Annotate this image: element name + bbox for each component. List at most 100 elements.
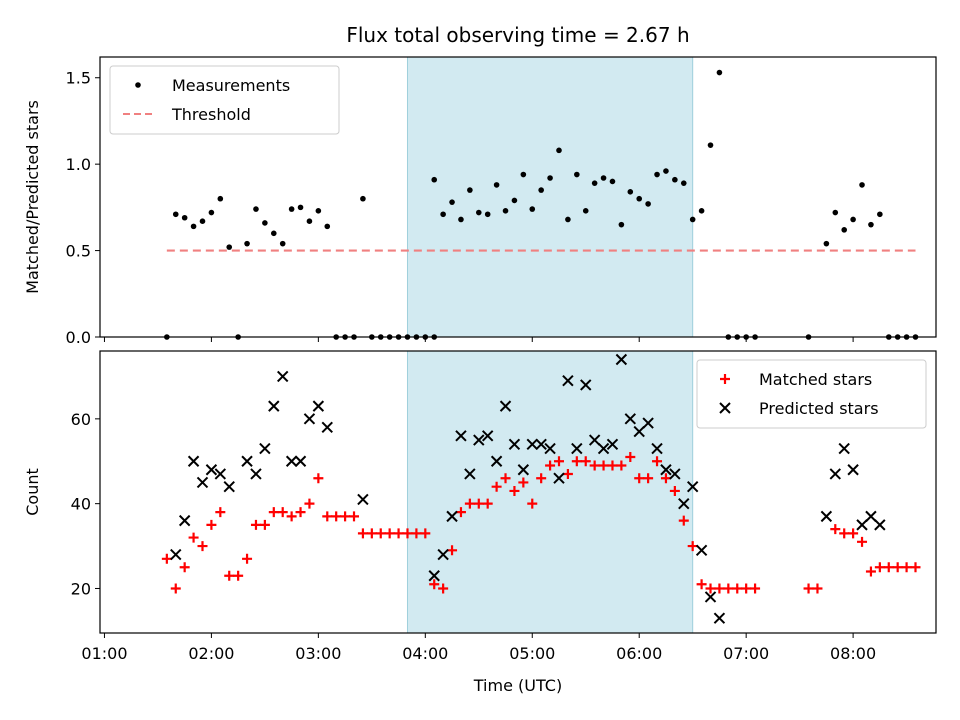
data-point-top-0-5 (208, 209, 215, 216)
data-point-bottom-0-75 (883, 562, 894, 573)
data-point-bottom-1-38 (606, 438, 619, 451)
data-point-bottom-1-41 (633, 425, 645, 438)
data-point-bottom-0-54 (643, 473, 654, 484)
data-point-top-0-50 (600, 175, 607, 181)
data-point-bottom-1-35 (580, 379, 592, 391)
data-point-bottom-0-63 (723, 583, 734, 594)
y-axis-label-bottom: Count (23, 468, 42, 516)
data-point-top-0-40 (511, 197, 518, 204)
highlight-span-top (406, 56, 694, 338)
data-point-bottom-0-17 (313, 473, 324, 484)
data-point-top-0-3 (190, 223, 197, 230)
data-point-bottom-0-66 (750, 583, 761, 594)
data-point-top-0-59 (680, 180, 687, 186)
data-point-bottom-1-7 (241, 455, 253, 467)
data-point-bottom-0-38 (500, 473, 511, 484)
series-predicted-stars (170, 353, 886, 624)
data-point-top-0-14 (288, 206, 295, 212)
x-tick-label-5: 06:00 (616, 644, 662, 663)
data-point-bottom-1-50 (713, 612, 726, 624)
data-point-top-0-4 (199, 218, 206, 224)
data-point-bottom-0-19 (331, 511, 342, 522)
data-point-top-0-16 (306, 218, 313, 224)
data-point-bottom-0-46 (571, 456, 582, 467)
y-tick-label-top-0: 0.0 (66, 328, 91, 347)
data-point-bottom-0-72 (857, 536, 868, 547)
data-point-bottom-0-1 (170, 583, 181, 594)
data-point-bottom-0-21 (349, 511, 360, 522)
data-point-bottom-0-78 (910, 562, 921, 573)
data-point-bottom-0-18 (322, 511, 333, 522)
data-point-top-0-31 (431, 176, 438, 183)
data-point-bottom-0-52 (625, 452, 636, 463)
data-point-top-0-57 (663, 168, 669, 174)
data-point-bottom-0-57 (669, 485, 680, 496)
data-point-bottom-1-3 (196, 476, 209, 489)
data-point-bottom-0-4 (197, 541, 208, 552)
data-point-top-0-46 (565, 216, 571, 223)
data-point-bottom-1-16 (321, 421, 333, 434)
data-point-top-0-10 (253, 206, 259, 212)
data-point-top-0-53 (627, 189, 634, 195)
data-point-bottom-1-42 (642, 417, 654, 429)
data-point-bottom-0-29 (420, 528, 431, 539)
data-point-top-0-1 (172, 211, 179, 218)
data-point-top-0-43 (538, 187, 544, 193)
data-point-bottom-0-41 (527, 498, 538, 509)
data-point-bottom-1-6 (223, 480, 235, 493)
data-point-bottom-0-8 (233, 570, 244, 581)
panel-top: 0.0 0.5 1.0 1.5 Matched/Predicted stars Measu… (23, 56, 937, 347)
x-tick-label-7: 08:00 (830, 644, 876, 663)
data-point-top-0-69 (823, 240, 830, 247)
data-point-bottom-0-9 (242, 553, 253, 564)
data-point-top-0-9 (244, 240, 250, 247)
data-point-bottom-0-77 (901, 562, 912, 573)
highlight-span-bottom (406, 350, 694, 634)
data-point-bottom-0-62 (714, 583, 725, 594)
data-point-top-0-7 (226, 244, 233, 250)
data-point-bottom-0-6 (215, 507, 226, 518)
series-matched-stars (161, 452, 921, 594)
legend-label-bottom-0: Matched stars (759, 370, 872, 389)
data-point-top-0-38 (493, 182, 500, 188)
data-point-bottom-0-74 (874, 562, 885, 573)
data-point-bottom-1-24 (481, 430, 494, 442)
legend-marker-bottom-0 (720, 374, 730, 384)
data-point-top-0-44 (547, 175, 553, 181)
data-point-bottom-0-30 (429, 579, 440, 590)
data-point-top-0-42 (529, 206, 536, 212)
y-tick-label-bottom-0: 20 (71, 579, 91, 598)
data-point-top-0-35 (467, 187, 473, 193)
data-point-bottom-1-18 (428, 570, 440, 582)
data-point-bottom-1-40 (624, 413, 637, 425)
legend-label-top-1: Threshold (171, 105, 251, 124)
data-point-top-0-34 (458, 216, 464, 223)
data-point-bottom-0-10 (250, 519, 261, 530)
data-point-bottom-0-60 (696, 579, 707, 590)
data-point-bottom-0-61 (705, 583, 716, 594)
data-point-bottom-0-47 (580, 456, 591, 467)
data-point-top-0-15 (297, 204, 304, 211)
data-point-bottom-1-31 (544, 442, 556, 455)
data-point-bottom-1-36 (588, 434, 601, 446)
data-point-bottom-0-69 (830, 524, 841, 535)
data-point-top-0-37 (484, 211, 491, 218)
legend-top: Measurements Threshold (109, 65, 340, 135)
x-tick-label-0: 01:00 (81, 644, 127, 663)
data-point-bottom-1-23 (473, 434, 485, 446)
data-point-bottom-1-46 (678, 497, 690, 510)
data-point-bottom-1-14 (303, 413, 316, 425)
y-tick-label-bottom-1: 40 (71, 495, 91, 514)
data-point-bottom-1-37 (597, 442, 610, 455)
data-point-bottom-0-15 (295, 507, 306, 518)
y-tick-label-bottom-2: 60 (71, 410, 91, 429)
data-point-bottom-0-40 (518, 477, 529, 488)
data-point-bottom-0-34 (464, 498, 475, 509)
data-point-bottom-1-39 (615, 353, 628, 366)
data-point-bottom-1-9 (259, 442, 271, 455)
data-point-bottom-0-7 (224, 570, 235, 581)
data-point-bottom-1-57 (874, 519, 886, 531)
data-point-bottom-0-42 (536, 473, 547, 484)
data-point-bottom-1-56 (865, 510, 877, 523)
